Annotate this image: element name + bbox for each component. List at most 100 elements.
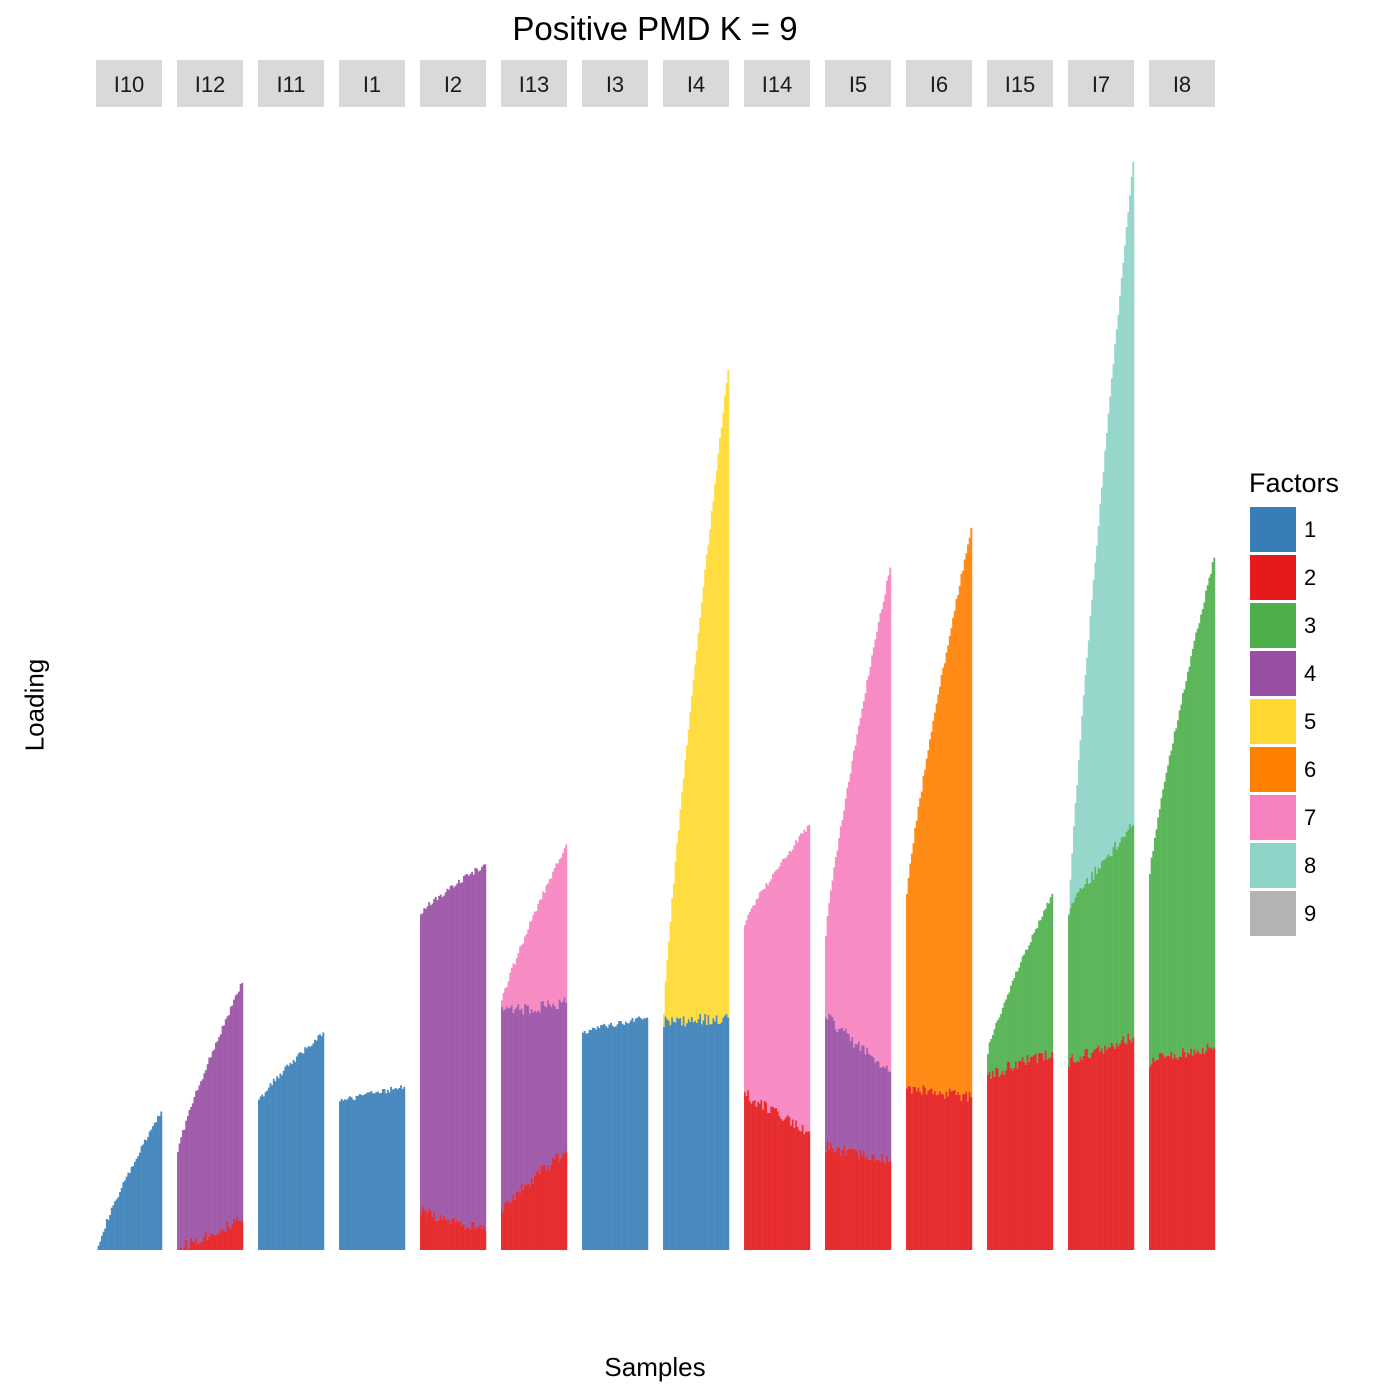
- legend-item-factor-1: 1: [1250, 507, 1339, 555]
- bar-i4-factor-1: [681, 1025, 684, 1250]
- bar-i5-factor-2: [844, 1155, 847, 1250]
- bar-i10-factor-1: [105, 1218, 108, 1250]
- bar-i14-factor-2: [800, 1131, 802, 1250]
- bar-i3-factor-1: [644, 1018, 647, 1250]
- bar-i15-factor-2: [1023, 1061, 1026, 1250]
- bar-i6-factor-6: [929, 739, 931, 1090]
- bar-i11-factor-1: [261, 1094, 264, 1250]
- bar-i12-factor-2: [195, 1238, 198, 1250]
- facet-bars-i7: [1068, 162, 1135, 1250]
- bar-i5-factor-4: [858, 1041, 860, 1159]
- bar-i10-factor-1: [138, 1152, 141, 1250]
- bar-i8-factor-3: [1165, 772, 1168, 1057]
- bar-i7-factor-3: [1076, 892, 1079, 1061]
- bar-i11-factor-1: [281, 1075, 283, 1250]
- bar-i6-factor-6: [943, 663, 946, 1099]
- bar-i5-factor-7: [844, 798, 847, 1029]
- legend-label: 4: [1304, 661, 1317, 686]
- bar-i14-factor-7: [783, 858, 786, 1120]
- bar-i6-factor-2: [953, 1089, 956, 1250]
- bar-i5-factor-7: [887, 575, 890, 1072]
- bar-i3-factor-1: [586, 1033, 589, 1250]
- bar-i15-factor-3: [1013, 977, 1016, 1068]
- bar-i15-factor-2: [1031, 1056, 1034, 1250]
- bar-i4-factor-1: [671, 1017, 674, 1250]
- legend-label: 9: [1304, 901, 1317, 926]
- bar-i5-factor-2: [862, 1150, 865, 1250]
- bar-i6-factor-6: [915, 820, 918, 1092]
- bar-i2-factor-2: [462, 1223, 465, 1250]
- facet-bars-i8: [1149, 557, 1216, 1250]
- bar-i12-factor-2: [219, 1230, 222, 1250]
- bar-i13-factor-2: [512, 1193, 515, 1250]
- bar-i4-factor-5: [704, 569, 707, 1014]
- bar-i10-factor-1: [129, 1173, 131, 1250]
- bar-i13-factor-7: [540, 899, 543, 1002]
- bar-i3-factor-1: [624, 1021, 627, 1250]
- bar-i4-factor-5: [697, 632, 700, 1020]
- bar-i10-factor-1: [127, 1172, 130, 1250]
- bar-i15-factor-3: [1026, 949, 1029, 1056]
- bar-i4-factor-1: [720, 1022, 723, 1250]
- bar-i7-factor-3: [1132, 824, 1135, 1038]
- bar-i7-factor-3: [1104, 859, 1107, 1046]
- bar-i3-factor-1: [605, 1026, 607, 1250]
- bar-i15-factor-2: [1005, 1070, 1008, 1250]
- bar-i11-factor-1: [300, 1052, 303, 1250]
- bar-i8-factor-3: [1180, 704, 1183, 1057]
- bar-i13-factor-4: [522, 1014, 525, 1190]
- bar-i14-factor-7: [796, 842, 799, 1127]
- bar-i12-factor-4: [210, 1057, 212, 1235]
- bar-i5-factor-7: [877, 622, 880, 1062]
- bar-i14-factor-7: [748, 911, 751, 1101]
- bar-i13-factor-4: [529, 1013, 531, 1187]
- bar-i5-factor-2: [867, 1159, 870, 1250]
- bar-i6-factor-6: [955, 599, 958, 1095]
- bar-i5-factor-4: [828, 1013, 831, 1150]
- facet-strip-i6: I6: [906, 60, 972, 107]
- bar-i7-factor-3: [1130, 826, 1133, 1043]
- bar-i14-factor-7: [788, 850, 791, 1118]
- bar-i15-factor-3: [1031, 934, 1034, 1057]
- bar-i15-factor-3: [1005, 999, 1008, 1071]
- bar-i6-factor-6: [906, 893, 908, 1089]
- bar-i12-factor-2: [218, 1232, 221, 1250]
- bar-i8-factor-2: [1210, 1047, 1212, 1250]
- bar-i15-factor-2: [1033, 1055, 1036, 1250]
- bar-i15-factor-2: [996, 1068, 999, 1250]
- bar-i7-factor-2: [1086, 1048, 1089, 1250]
- bar-i5-factor-2: [879, 1161, 882, 1250]
- bar-i5-factor-4: [848, 1034, 850, 1149]
- bar-i5-factor-7: [862, 701, 865, 1046]
- bar-i10-factor-1: [132, 1166, 135, 1250]
- bar-i15-factor-2: [1000, 1074, 1003, 1250]
- bar-i7-factor-2: [1102, 1053, 1105, 1250]
- bar-i4-factor-1: [664, 1016, 667, 1250]
- bar-i5-factor-4: [864, 1054, 867, 1159]
- bar-i12-factor-4: [219, 1034, 222, 1231]
- bar-i4-factor-5: [719, 437, 721, 1024]
- bar-i10-factor-1: [137, 1156, 140, 1250]
- bar-i8-factor-2: [1193, 1049, 1196, 1250]
- bar-i12-factor-2: [208, 1236, 211, 1250]
- bar-i6-factor-2: [940, 1093, 943, 1250]
- bar-i3-factor-1: [585, 1033, 588, 1250]
- bar-i13-factor-7: [545, 885, 548, 1008]
- bar-i8-factor-3: [1185, 681, 1188, 1058]
- bar-i1-factor-1: [372, 1093, 374, 1250]
- bar-i4-factor-5: [671, 898, 674, 1018]
- bar-i5-factor-4: [843, 1030, 846, 1146]
- bar-i6-factor-2: [920, 1094, 923, 1250]
- bar-i13-factor-2: [543, 1165, 546, 1250]
- bar-i12-factor-4: [190, 1107, 193, 1238]
- bar-i3-factor-1: [593, 1027, 596, 1250]
- bar-i2-factor-4: [461, 882, 464, 1226]
- bar-i15-factor-2: [987, 1074, 989, 1250]
- bar-i14-factor-2: [753, 1100, 756, 1250]
- bar-i8-factor-3: [1206, 585, 1209, 1044]
- bar-i4-factor-5: [722, 412, 725, 1018]
- bar-i6-factor-2: [924, 1087, 927, 1250]
- bar-i8-factor-2: [1160, 1052, 1163, 1250]
- bar-i2-factor-4: [466, 873, 469, 1227]
- bar-i7-factor-3: [1124, 836, 1126, 1043]
